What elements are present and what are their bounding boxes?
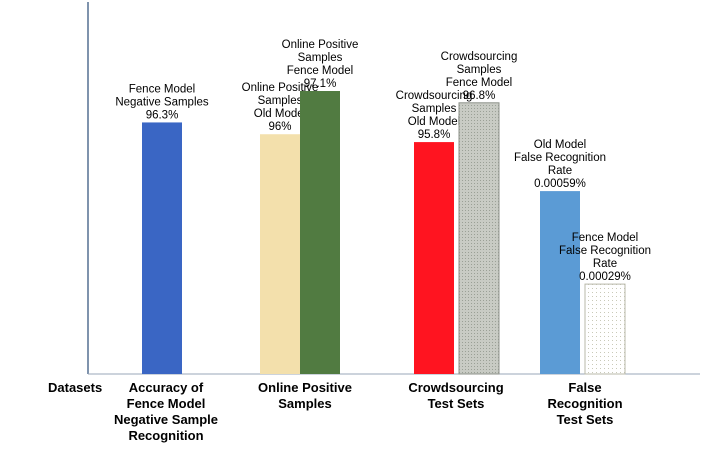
category-label-0: Accuracy of Fence Model Negative Sample Rec…	[114, 380, 218, 443]
bar-label-2: Online Positive Samples Fence Model 97.1%	[282, 39, 359, 90]
bar-label-3: Crowdsourcing Samples Old Model 95.8%	[396, 90, 473, 141]
bar-0	[142, 122, 182, 374]
bar-4	[458, 102, 500, 375]
category-label-2: Crowdsourcing Test Sets	[408, 380, 503, 411]
category-label-3: False Recognition Test Sets	[547, 380, 622, 427]
bar-label-0: Fence Model Negative Samples 96.3%	[115, 83, 209, 121]
bar-6	[584, 283, 626, 375]
bar-5	[540, 191, 580, 374]
bar-label-4: Crowdsourcing Samples Fence Model 96.8%	[441, 51, 518, 102]
bar-label-5: Old Model False Recognition Rate 0.00059%	[514, 139, 606, 190]
bar-3	[414, 142, 454, 374]
bar-label-6: Fence Model False Recognition Rate 0.00029%	[559, 232, 651, 283]
x-axis-title: Datasets	[48, 380, 102, 395]
bar-1	[260, 134, 300, 374]
bar-2	[300, 91, 340, 374]
category-label-1: Online Positive Samples	[258, 380, 352, 411]
bar-label-1: Online Positive Samples Old Model 96%	[242, 82, 319, 133]
